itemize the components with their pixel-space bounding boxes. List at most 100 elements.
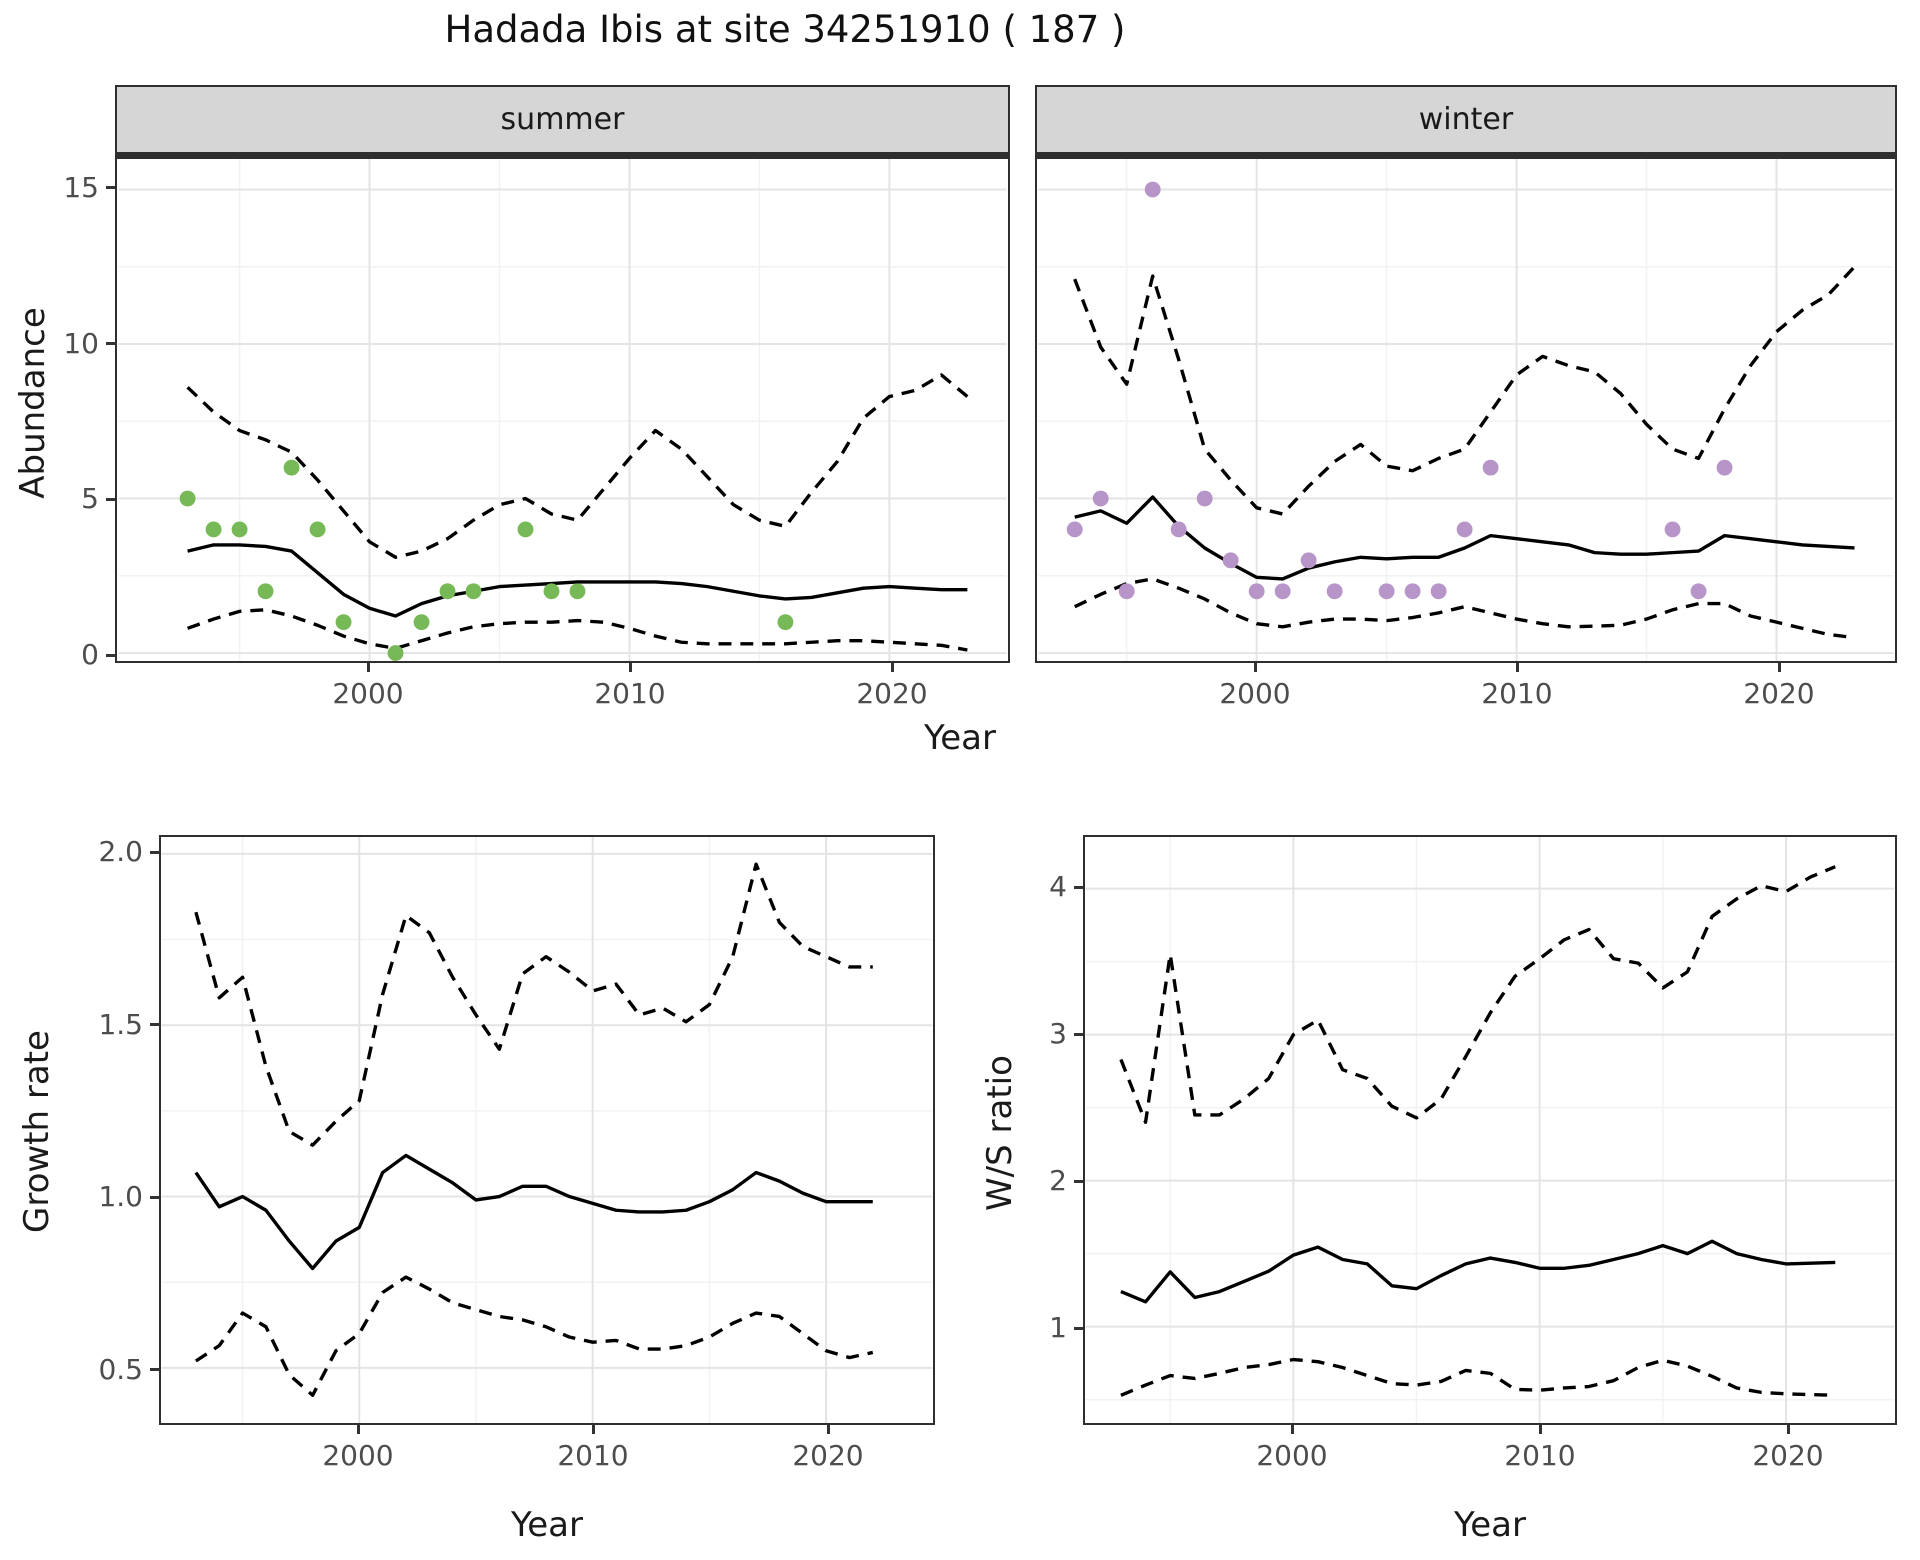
summer-observation-point [777,614,794,631]
summer-y-tick-label: 5 [81,482,99,516]
x-axis-title-bottom-left: Year [511,1505,583,1545]
winter-observation-point [1092,490,1109,507]
winter-observation-point [1482,459,1499,476]
ws-ratio-panel [1083,835,1897,1425]
winter-observation-point [1430,583,1447,600]
summer-x-tick [628,663,632,672]
growth-x-tick [356,1425,360,1434]
winter-x-tick-label: 2000 [1219,677,1291,710]
growth-x-tick [826,1425,830,1434]
growth-rate-panel [159,835,935,1425]
summer-observation-point [335,614,352,631]
winter-observation-point [1690,583,1707,600]
ws-y-tick [1074,1179,1083,1183]
summer-observation-point [439,583,456,600]
growth-y-tick-label: 0.5 [98,1352,143,1386]
summer-observation-point [413,614,430,631]
summer-observation-point [387,645,404,661]
winter-observation-point [1274,583,1291,600]
summer-observation-point [309,521,326,538]
summer-x-tick-label: 2020 [856,677,928,710]
winter-x-tick [1777,663,1781,672]
winter-observation-point [1118,583,1135,600]
ws-y-tick [1074,1326,1083,1330]
growth-x-tick-label: 2000 [322,1439,394,1472]
summer-y-tick-label: 0 [81,638,99,671]
winter-upper-ci-line [1073,265,1856,516]
summer-y-tick [106,186,115,190]
y-axis-title-ws-ratio: W/S ratio [980,1055,1020,1211]
summer-observation-point [569,583,586,600]
ws-y-tick-label: 3 [1049,1017,1067,1050]
abundance-winter-panel [1035,157,1897,663]
growth-fit-line [194,1153,873,1271]
winter-observation-point [1716,459,1733,476]
winter-observation-point [1196,490,1213,507]
winter-x-tick [1253,663,1257,672]
winter-observation-point [1300,552,1317,569]
ws-x-tick-label: 2020 [1752,1439,1824,1472]
summer-x-tick [366,663,370,672]
summer-upper-ci-line [186,373,969,559]
winter-observation-point [1404,583,1421,600]
ws-y-tick-label: 1 [1049,1311,1067,1344]
facet-strip-winter-label: winter [1418,102,1514,137]
summer-observation-point [543,583,560,600]
facet-strip-winter: winter [1035,85,1897,157]
growth-y-tick-label: 1.0 [98,1180,143,1213]
summer-observation-point [465,583,482,600]
winter-x-tick-label: 2010 [1481,677,1553,710]
winter-observation-point [1456,521,1473,538]
winter-observation-point [1144,181,1161,198]
growth-x-tick-label: 2020 [792,1439,864,1472]
summer-y-tick [106,653,115,657]
summer-observation-point [257,583,274,600]
growth-x-tick [591,1425,595,1434]
ws-x-tick [1786,1425,1790,1434]
growth-y-tick [150,850,159,854]
ws-x-tick-label: 2000 [1256,1439,1328,1472]
x-axis-title-bottom-right: Year [1454,1505,1526,1545]
abundance-summer-panel [115,157,1010,663]
ws-y-tick-label: 4 [1049,870,1067,903]
ws-x-tick-label: 2010 [1504,1439,1576,1472]
summer-x-tick [890,663,894,672]
chart-title: Hadada Ibis at site 34251910 ( 187 ) [444,8,1126,51]
winter-observation-point [1378,583,1395,600]
summer-observation-point [205,521,222,538]
summer-lower-ci-line [187,608,968,652]
facet-strip-summer: summer [115,85,1010,157]
ws-y-tick [1074,885,1083,889]
winter-observation-point [1066,521,1083,538]
growth-x-tick-label: 2010 [557,1439,629,1472]
growth-y-tick [150,1023,159,1026]
ws-x-tick [1290,1425,1294,1434]
winter-x-tick-label: 2020 [1743,677,1815,710]
summer-fit-line [187,543,968,618]
growth-upper-ci-line [194,862,873,1147]
summer-y-tick-label: 10 [63,326,99,360]
ws-x-tick [1538,1425,1542,1434]
x-axis-title-top: Year [924,718,996,758]
growth-y-tick [150,1368,159,1371]
winter-observation-point [1170,521,1187,538]
summer-x-tick-label: 2010 [594,677,666,710]
summer-observation-point [231,521,248,538]
growth-y-tick-label: 2.0 [98,835,143,868]
summer-y-tick [106,497,115,501]
winter-observation-point [1664,521,1681,538]
summer-y-tick-label: 15 [63,170,99,204]
summer-observation-point [179,490,196,507]
winter-observation-point [1248,583,1265,600]
winter-x-tick [1515,663,1519,672]
growth-y-tick-label: 1.5 [98,1007,143,1041]
winter-observation-point [1326,583,1343,600]
summer-y-tick [106,342,115,345]
summer-x-tick-label: 2000 [332,677,404,710]
winter-lower-ci-line [1073,577,1855,640]
ws-y-tick-label: 2 [1049,1164,1067,1197]
winter-fit-line [1074,495,1855,581]
ws-upper-ci-line [1119,865,1836,1124]
ws-fit-line [1120,1239,1836,1304]
summer-observation-point [283,459,300,476]
